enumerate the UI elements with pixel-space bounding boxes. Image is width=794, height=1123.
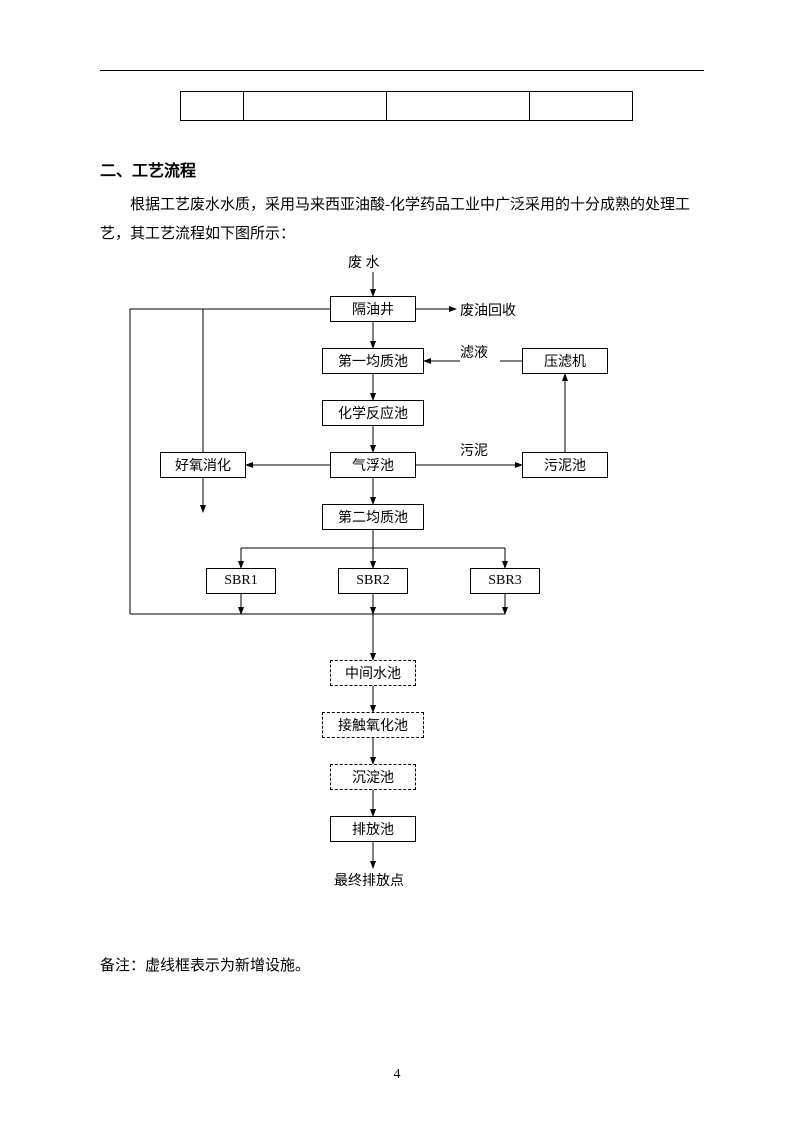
table-cell bbox=[530, 92, 633, 121]
flowchart-node-oil_well: 隔油井 bbox=[330, 296, 416, 322]
horizontal-rule bbox=[100, 70, 704, 71]
intro-paragraph: 根据工艺废水水质，采用马来西亚油酸-化学药品工业中广泛采用的十分成熟的处理工艺，… bbox=[100, 191, 704, 248]
flowchart-node-eq1: 第一均质池 bbox=[322, 348, 424, 374]
flowchart-node-flot: 气浮池 bbox=[330, 452, 416, 478]
flowchart-node-disch: 排放池 bbox=[330, 816, 416, 842]
note: 备注：虚线框表示为新增设施。 bbox=[100, 954, 704, 975]
flowchart-node-sbr1: SBR1 bbox=[206, 568, 276, 594]
table-cell bbox=[181, 92, 244, 121]
flowchart-node-chem: 化学反应池 bbox=[322, 400, 424, 426]
flowchart-node-wastewater: 废 水 bbox=[348, 252, 408, 272]
flowchart-node-sludge: 污泥池 bbox=[522, 452, 608, 478]
flowchart-node-aerobic: 好氧消化 bbox=[160, 452, 246, 478]
process-flowchart: 废 水隔油井 废油回收第一均质池 压滤机 滤液化学反应池气浮池 污泥污泥池 好氧消化第二均… bbox=[100, 252, 700, 952]
flowchart-node-inter: 中间水池 bbox=[330, 660, 416, 686]
page-number: 4 bbox=[0, 1067, 794, 1083]
flowchart-node-oil_recycle: 废油回收 bbox=[460, 300, 530, 320]
table-cell bbox=[387, 92, 530, 121]
section-heading: 二、工艺流程 bbox=[100, 157, 704, 181]
flowchart-node-filtrate: 滤液 bbox=[460, 342, 500, 362]
empty-table bbox=[180, 91, 633, 121]
flowchart-node-final: 最终排放点 bbox=[334, 870, 424, 890]
flowchart-node-sbr3: SBR3 bbox=[470, 568, 540, 594]
flowchart-node-oxid: 接触氧化池 bbox=[322, 712, 424, 738]
flowchart-node-sludge_lbl: 污泥 bbox=[460, 440, 500, 460]
flowchart-node-sed: 沉淀池 bbox=[330, 764, 416, 790]
flowchart-node-eq2: 第二均质池 bbox=[322, 504, 424, 530]
table-cell bbox=[244, 92, 387, 121]
flowchart-node-sbr2: SBR2 bbox=[338, 568, 408, 594]
flowchart-node-filter: 压滤机 bbox=[522, 348, 608, 374]
